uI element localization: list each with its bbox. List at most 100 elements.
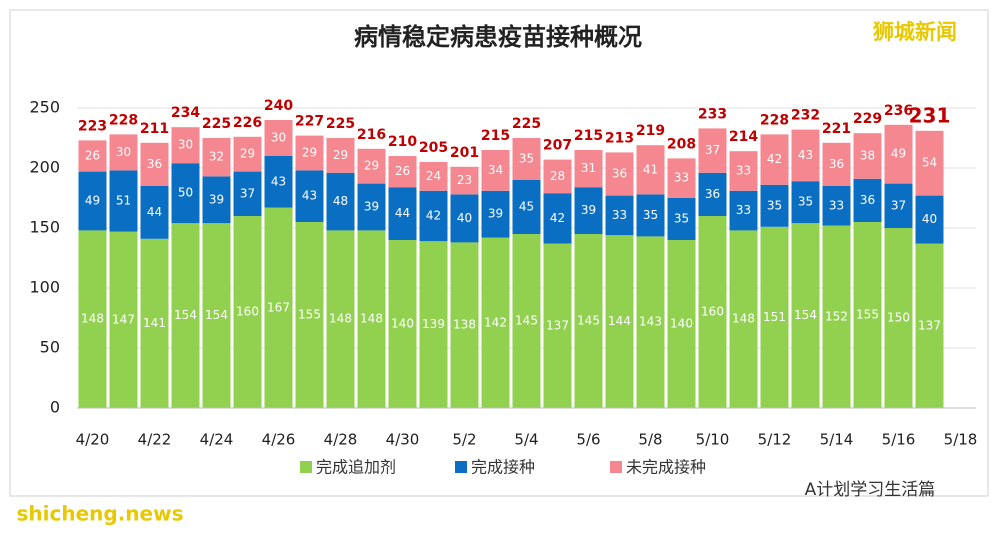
bar-segment (264, 120, 293, 156)
value-label: 50 (178, 186, 193, 200)
value-label: 138 (453, 318, 476, 332)
value-label: 39 (364, 200, 379, 214)
total-label: 210 (388, 134, 417, 150)
chart-title: 病情稳定病患疫苗接种概况 (354, 23, 642, 51)
bar-segment (915, 130, 944, 196)
value-label: 151 (763, 310, 786, 324)
value-label: 150 (887, 311, 910, 325)
bar-segment (884, 124, 913, 184)
x-tick-label: 4/24 (200, 431, 234, 449)
bar-segment (171, 127, 200, 164)
value-label: 42 (550, 211, 565, 225)
bar-segment (884, 183, 913, 228)
value-label: 155 (298, 308, 321, 322)
value-label: 51 (116, 194, 131, 208)
value-label: 137 (918, 318, 941, 332)
value-label: 42 (426, 209, 441, 223)
total-label: 231 (909, 103, 951, 127)
x-tick-label: 5/4 (514, 431, 538, 449)
value-label: 148 (81, 312, 104, 326)
bar-segment (729, 151, 758, 191)
value-label: 44 (395, 206, 410, 220)
bar-segment (233, 136, 262, 172)
value-label: 148 (360, 312, 383, 326)
value-label: 28 (550, 169, 565, 183)
value-label: 33 (736, 203, 751, 217)
value-label: 44 (147, 205, 162, 219)
bar-segment (481, 190, 510, 238)
value-label: 38 (860, 149, 875, 163)
total-label: 213 (605, 130, 634, 146)
total-label: 227 (295, 114, 324, 130)
footer: shicheng.news (17, 502, 184, 526)
bar-segment (109, 134, 138, 171)
value-label: 54 (922, 156, 937, 170)
value-label: 29 (240, 147, 255, 161)
bar-segment (140, 238, 169, 408)
bar-segment (698, 216, 727, 408)
value-label: 140 (670, 317, 693, 331)
bar-segment (543, 193, 572, 244)
bar-segment (791, 223, 820, 408)
x-tick-label: 5/16 (882, 431, 916, 449)
bar-segment (450, 194, 479, 243)
bar-segment (326, 230, 355, 408)
value-label: 26 (85, 149, 100, 163)
value-label: 40 (457, 211, 472, 225)
value-label: 39 (488, 207, 503, 221)
x-tick-label: 5/12 (758, 431, 792, 449)
bar-segment (791, 181, 820, 224)
bar-segment (140, 142, 169, 186)
x-tick-label: 5/6 (576, 431, 600, 449)
total-label: 228 (760, 112, 789, 128)
y-tick-label: 200 (29, 158, 60, 177)
value-label: 141 (143, 316, 166, 330)
bar-segment (202, 138, 231, 177)
brand: 狮城新闻 (873, 20, 957, 44)
bar-segment (574, 187, 603, 234)
value-label: 45 (519, 200, 534, 214)
value-label: 33 (829, 198, 844, 212)
y-tick-label: 100 (29, 278, 60, 297)
value-label: 37 (705, 143, 720, 157)
bar-segment (202, 176, 231, 224)
legend-label: 完成接种 (471, 458, 535, 477)
bar-segment (357, 230, 386, 408)
y-tick-label: 0 (50, 398, 60, 417)
value-label: 35 (798, 195, 813, 209)
bar-segment (853, 222, 882, 408)
total-label: 236 (884, 103, 913, 119)
value-label: 29 (333, 148, 348, 162)
bar-segment (264, 207, 293, 408)
bar-segment (605, 152, 634, 196)
wechat: A计划学习生活篇 (805, 480, 936, 500)
bar-segment (853, 133, 882, 179)
value-label: 24 (426, 169, 441, 183)
value-label: 29 (364, 159, 379, 173)
x-tick-label: 4/22 (138, 431, 172, 449)
value-label: 30 (116, 145, 131, 159)
bar-segment (326, 138, 355, 173)
value-label: 33 (612, 208, 627, 222)
bar-segment (419, 190, 448, 242)
bar-segment (822, 225, 851, 408)
bar-segment (822, 142, 851, 186)
value-label: 137 (546, 318, 569, 332)
bar-segment (388, 187, 417, 240)
bar-segment (233, 216, 262, 408)
value-label: 154 (794, 308, 817, 322)
x-tick-label: 5/14 (820, 431, 854, 449)
bar-segment (78, 140, 107, 172)
value-label: 43 (271, 174, 286, 188)
x-tick-label: 4/28 (324, 431, 358, 449)
y-tick-label: 50 (40, 338, 60, 357)
value-label: 43 (302, 189, 317, 203)
bar-segment (171, 163, 200, 224)
bar-segment (233, 171, 262, 216)
legend-swatch (300, 461, 312, 473)
bar-segment (822, 186, 851, 226)
value-label: 145 (577, 314, 600, 328)
value-label: 32 (209, 150, 224, 164)
value-label: 148 (732, 312, 755, 326)
bar-segment (667, 240, 696, 408)
